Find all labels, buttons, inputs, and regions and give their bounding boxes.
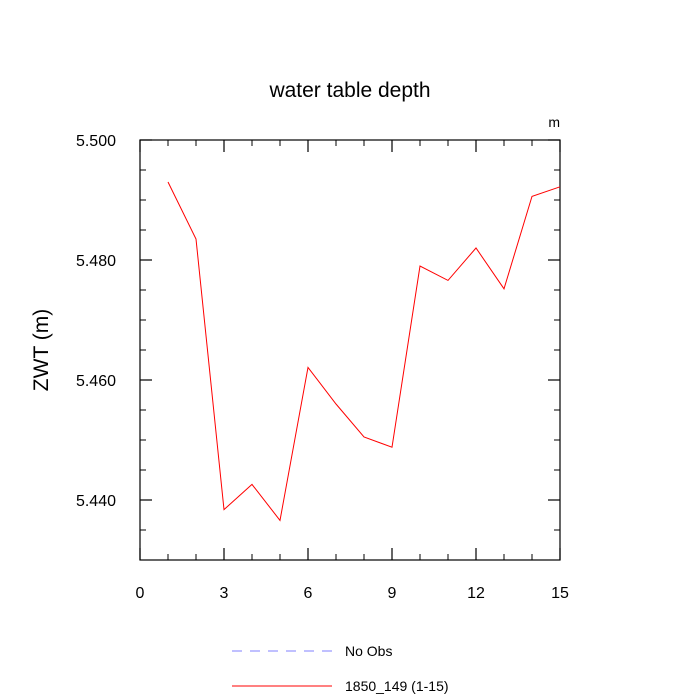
legend: No Obs 1850_149 (1-15): [232, 643, 449, 694]
axis-tick-labels: 0 3 6 9 12 15 5.440 5.460 5.480 5.500: [76, 133, 569, 602]
units-label: m: [548, 114, 560, 130]
y-axis-label: ZWT (m): [30, 309, 53, 391]
y-tick-label: 5.500: [76, 133, 116, 150]
x-tick-label: 3: [220, 585, 229, 602]
series-layer: [167, 181, 561, 522]
x-tick-label: 6: [304, 585, 313, 602]
series-line-1: [167, 181, 561, 522]
x-tick-label: 9: [388, 585, 397, 602]
chart-title: water table depth: [268, 79, 430, 102]
legend-label-0: No Obs: [345, 643, 392, 659]
y-tick-label: 5.460: [76, 373, 116, 390]
y-tick-label: 5.440: [76, 493, 116, 510]
axis-ticks: [139, 139, 561, 561]
plot-frame: [139, 139, 561, 561]
x-tick-label: 12: [467, 585, 485, 602]
y-tick-label: 5.480: [76, 253, 116, 270]
x-tick-label: 15: [551, 585, 569, 602]
x-tick-label: 0: [136, 585, 145, 602]
legend-label-1: 1850_149 (1-15): [345, 678, 449, 694]
